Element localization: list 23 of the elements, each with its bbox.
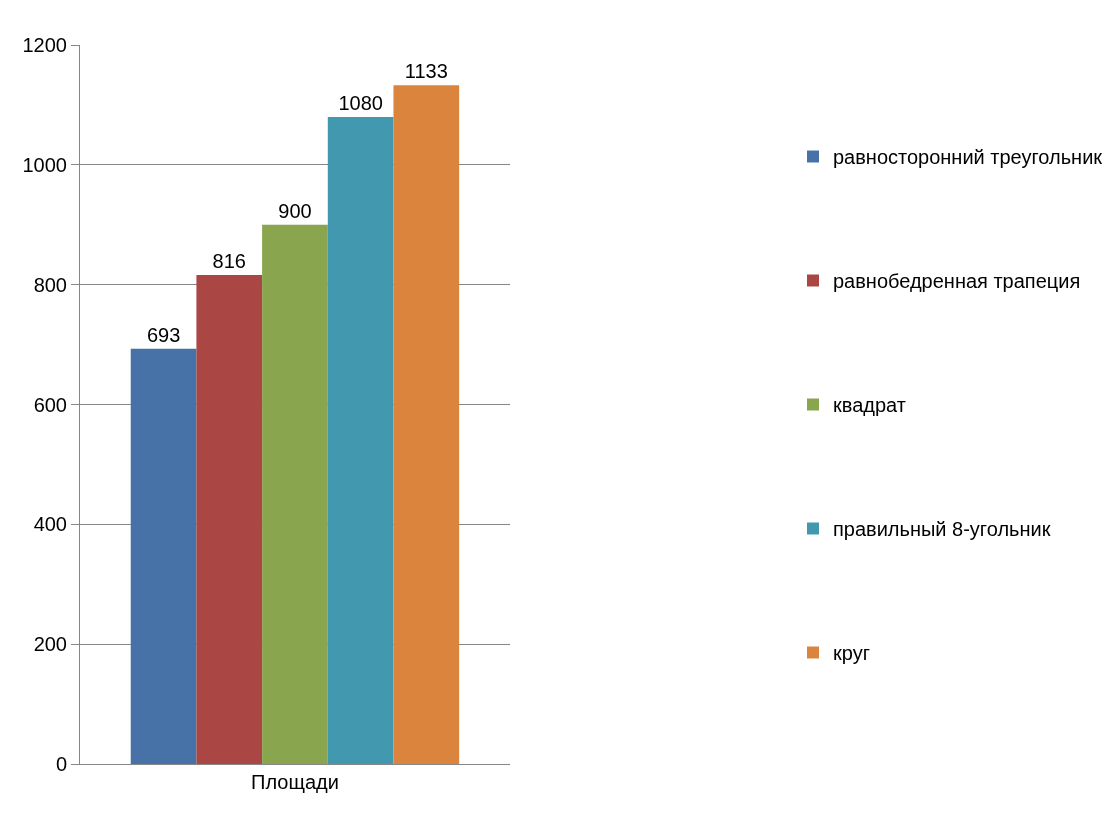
y-tick-label: 200 bbox=[33, 633, 67, 656]
legend-label: правильный 8-угольник bbox=[832, 518, 1051, 541]
y-tick-label: 800 bbox=[33, 273, 67, 296]
legend-label: равнобедренная трапеция bbox=[832, 270, 1081, 293]
data-label: 816 bbox=[212, 250, 246, 273]
data-label: 693 bbox=[146, 323, 181, 346]
y-tick-label: 600 bbox=[33, 393, 67, 416]
legend-label: равносторонний треугольник bbox=[832, 146, 1103, 169]
bar bbox=[262, 224, 328, 764]
bar bbox=[130, 348, 197, 764]
bar bbox=[196, 275, 263, 764]
legend-label: круг bbox=[832, 642, 870, 665]
data-label: 900 bbox=[278, 199, 312, 222]
x-tick-label: Площади bbox=[251, 771, 339, 793]
legend-label: квадрат bbox=[832, 394, 906, 417]
bar bbox=[327, 116, 394, 764]
data-label: 1080 bbox=[338, 91, 383, 114]
y-tick-label: 0 bbox=[55, 753, 67, 775]
y-tick-label: 1000 bbox=[22, 153, 67, 176]
data-label: 1133 bbox=[404, 60, 448, 83]
bar bbox=[393, 85, 460, 764]
y-tick-label: 400 bbox=[33, 513, 67, 536]
y-tick-label: 1200 bbox=[22, 34, 67, 56]
